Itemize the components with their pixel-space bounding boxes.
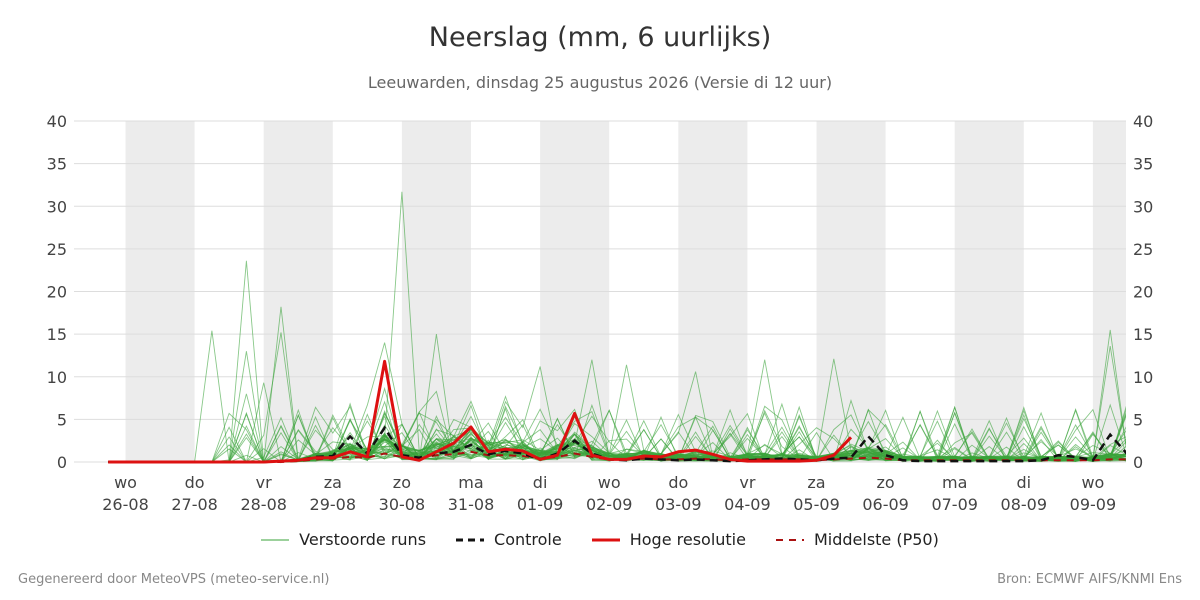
x-tick-label-day: za xyxy=(324,473,342,492)
footer-source: Bron: ECMWF AIFS/KNMI Ens xyxy=(997,572,1182,587)
x-tick-label-day: do xyxy=(668,473,688,492)
y-tick-label-right: 40 xyxy=(1133,112,1153,131)
y-tick-label-left: 5 xyxy=(57,410,67,429)
y-tick-label-right: 0 xyxy=(1133,453,1143,472)
x-tick-label-date: 05-09 xyxy=(793,495,840,514)
x-tick-label-date: 28-08 xyxy=(240,495,287,514)
x-tick-label-day: zo xyxy=(877,473,895,492)
legend-label-hires: Hoge resolutie xyxy=(629,530,746,549)
legend-item-median: Middelste (P50) xyxy=(775,530,939,549)
x-tick-label-day: vr xyxy=(739,473,755,492)
legend-swatch-perturbed xyxy=(261,539,290,540)
x-tick-label-day: di xyxy=(1016,473,1031,492)
y-tick-label-left: 40 xyxy=(47,112,67,131)
chart-subtitle: Leeuwarden, dinsdag 25 augustus 2026 (Ve… xyxy=(367,73,833,92)
y-tick-label-left: 10 xyxy=(47,368,67,387)
y-tick-label-left: 30 xyxy=(47,197,67,216)
x-tick-label-date: 30-08 xyxy=(379,495,426,514)
x-tick-label-date: 27-08 xyxy=(171,495,218,514)
x-tick-label-day: wo xyxy=(598,473,621,492)
x-tick-label-day: ma xyxy=(942,473,967,492)
y-tick-label-right: 30 xyxy=(1133,197,1153,216)
chart-title: Neerslag (mm, 6 uurlijks) xyxy=(428,22,772,53)
median-p50-line xyxy=(108,450,1126,463)
chart-legend: Verstoorde runs Controle Hoge resolutie … xyxy=(0,530,1200,549)
y-tick-label-left: 35 xyxy=(47,155,67,174)
y-tick-label-left: 20 xyxy=(47,283,67,302)
legend-label-median: Middelste (P50) xyxy=(813,530,939,549)
high-resolution-line xyxy=(108,359,853,464)
y-tick-label-right: 35 xyxy=(1133,155,1153,174)
x-tick-label-date: 26-08 xyxy=(102,495,149,514)
x-tick-label-day: zo xyxy=(393,473,411,492)
y-tick-label-right: 25 xyxy=(1133,240,1153,259)
x-tick-label-date: 29-08 xyxy=(310,495,357,514)
y-tick-label-right: 10 xyxy=(1133,368,1153,387)
x-tick-label-date: 02-09 xyxy=(586,495,633,514)
y-tick-label-right: 15 xyxy=(1133,325,1153,344)
x-tick-label-day: za xyxy=(807,473,825,492)
x-tick-label-date: 31-08 xyxy=(448,495,495,514)
legend-item-hires: Hoge resolutie xyxy=(591,530,746,549)
x-tick-label-date: 08-09 xyxy=(1001,495,1048,514)
legend-label-control: Controle xyxy=(494,530,562,549)
y-tick-label-right: 5 xyxy=(1133,410,1143,429)
y-tick-label-right: 20 xyxy=(1133,283,1153,302)
legend-swatch-median xyxy=(775,538,804,541)
x-tick-label-day: do xyxy=(185,473,205,492)
legend-swatch-hires xyxy=(591,538,620,541)
x-tick-label-day: di xyxy=(533,473,548,492)
x-tick-label-day: ma xyxy=(458,473,483,492)
x-tick-label-date: 06-09 xyxy=(862,495,909,514)
legend-label-perturbed: Verstoorde runs xyxy=(299,530,427,549)
legend-item-perturbed: Verstoorde runs xyxy=(261,530,426,549)
legend-swatch-control xyxy=(456,538,485,541)
x-tick-label-day: wo xyxy=(114,473,137,492)
legend-item-control: Controle xyxy=(456,530,562,549)
x-tick-label-date: 04-09 xyxy=(724,495,771,514)
footer-generated-by: Gegenereerd door MeteoVPS (meteo-service… xyxy=(18,572,330,587)
x-tick-label-date: 01-09 xyxy=(517,495,564,514)
y-tick-label-left: 25 xyxy=(47,240,67,259)
x-tick-label-day: vr xyxy=(256,473,272,492)
x-tick-label-day: wo xyxy=(1081,473,1104,492)
x-tick-label-date: 03-09 xyxy=(655,495,702,514)
x-tick-label-date: 09-09 xyxy=(1070,495,1117,514)
y-tick-label-left: 15 xyxy=(47,325,67,344)
x-tick-label-date: 07-09 xyxy=(931,495,978,514)
y-tick-label-left: 0 xyxy=(57,453,67,472)
ensemble-member-line xyxy=(108,405,1126,463)
